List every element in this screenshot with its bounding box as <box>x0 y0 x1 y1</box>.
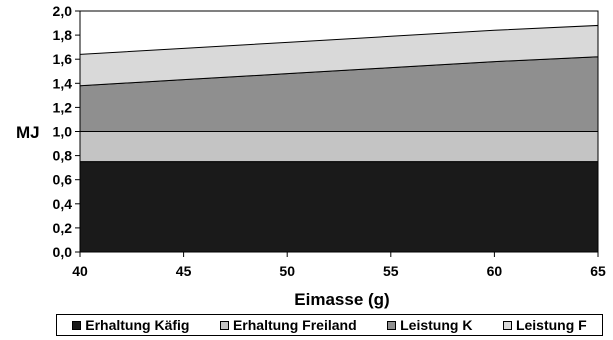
legend-item-4: Leistung F <box>502 317 587 333</box>
legend-swatch <box>72 320 82 330</box>
y-tick-label: 0,8 <box>53 148 73 164</box>
x-tick-label: 55 <box>383 263 399 279</box>
legend-label: Leistung K <box>400 317 473 333</box>
y-tick-label: 1,2 <box>53 99 73 115</box>
y-tick-label: 2,0 <box>53 3 73 19</box>
legend-label: Leistung F <box>515 317 587 333</box>
area-layers <box>79 24 599 253</box>
legend-swatch <box>219 320 229 330</box>
legend-swatch <box>502 320 512 330</box>
x-axis-title: Eimasse (g) <box>294 290 389 309</box>
x-tick-label: 45 <box>176 263 192 279</box>
x-tick-label: 50 <box>279 263 295 279</box>
y-tick-label: 0,4 <box>53 196 73 212</box>
y-tick-label: 0,6 <box>53 172 73 188</box>
y-tick-label: 0,2 <box>53 220 73 236</box>
x-tick-label: 65 <box>590 263 606 279</box>
legend-item-3: Leistung K <box>387 317 472 333</box>
legend-item-1: Erhaltung Käfig <box>72 317 189 333</box>
legend-label: Erhaltung Freiland <box>232 317 357 333</box>
y-tick-label: 1,6 <box>53 51 73 67</box>
y-tick-label: 1,4 <box>53 75 73 91</box>
y-axis-title: MJ <box>16 123 40 142</box>
y-tick-label: 1,8 <box>53 27 73 43</box>
legend-label: Erhaltung Käfig <box>85 317 190 333</box>
y-tick-label: 1,0 <box>53 124 73 140</box>
y-axis-ticks: 0,0 0,2 0,4 0,6 0,8 1,0 1,2 1,4 1,6 1,8 2,0 <box>53 3 80 260</box>
x-axis-ticks: 40 45 50 55 60 65 <box>72 252 606 279</box>
legend: Erhaltung Käfig Erhaltung Freiland Leistun… <box>56 314 603 336</box>
legend-swatch <box>387 320 397 330</box>
legend-item-2: Erhaltung Freiland <box>219 317 357 333</box>
area-series-1 <box>79 161 599 253</box>
area-chart: 0,0 0,2 0,4 0,6 0,8 1,0 1,2 1,4 1,6 1,8 2,0 40 45 50… <box>16 3 606 309</box>
x-tick-label: 40 <box>72 263 88 279</box>
y-tick-label: 0,0 <box>53 244 73 260</box>
area-series-2 <box>79 131 599 163</box>
x-tick-label: 60 <box>487 263 503 279</box>
